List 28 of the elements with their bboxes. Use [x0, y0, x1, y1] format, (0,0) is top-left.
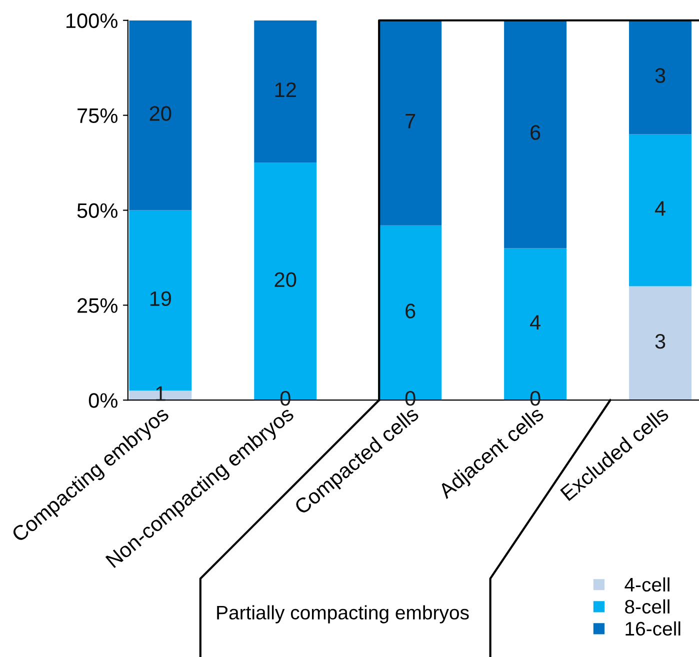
- annotation: 4: [654, 201, 666, 216]
- annotation: 20: [150, 106, 172, 121]
- annotation: 6: [406, 304, 416, 318]
- annotation: 19: [150, 291, 172, 306]
- y-tick-label: 0%: [88, 393, 118, 408]
- legend-label: 4-cell: [624, 577, 670, 592]
- bar: [504, 20, 567, 248]
- y-tick-label: 25%: [78, 298, 118, 313]
- annotation: 1: [156, 386, 166, 401]
- annotation: 20: [274, 272, 296, 288]
- y-tick-label: 75%: [78, 108, 118, 124]
- legend-label: 8-cell: [625, 599, 670, 614]
- bar: [629, 134, 692, 286]
- annotation: 6: [530, 125, 540, 140]
- legend-label: 16-cell: [626, 621, 680, 636]
- bar: [629, 286, 692, 400]
- annotation: 7: [406, 114, 416, 128]
- bar: [129, 20, 192, 210]
- bar: [379, 20, 442, 226]
- bar: [254, 20, 317, 163]
- y-tick-label: 50%: [77, 203, 118, 218]
- annotation: 4: [530, 315, 540, 330]
- y-tick-label: 100%: [66, 13, 118, 28]
- annotation: 3: [655, 68, 666, 83]
- annotation: 12: [275, 82, 296, 97]
- annotation: 3: [655, 334, 666, 349]
- bar: [629, 20, 692, 134]
- text: Partially compacting embryos: [217, 605, 469, 624]
